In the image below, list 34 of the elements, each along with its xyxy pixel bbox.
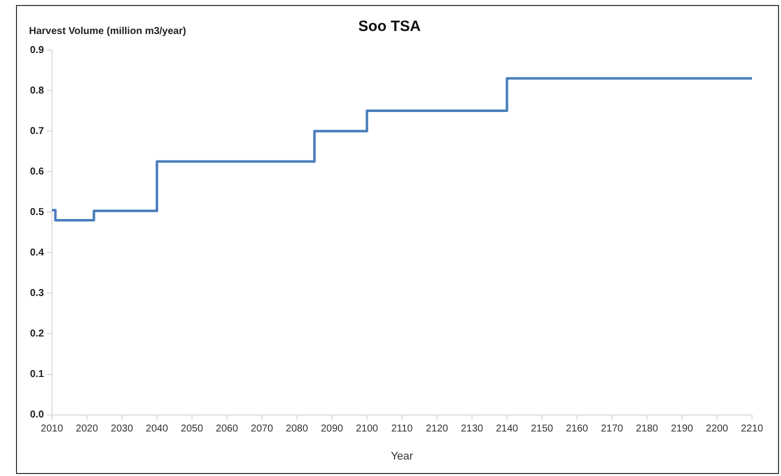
x-tick-label: 2180 <box>636 424 659 435</box>
x-tick-label: 2200 <box>706 424 729 435</box>
y-tick-label: 0.5 <box>30 206 44 218</box>
x-tick-label: 2110 <box>391 424 414 435</box>
x-tick-label: 2100 <box>356 424 379 435</box>
x-tick-label: 2140 <box>496 424 519 435</box>
x-tick-label: 2020 <box>76 424 98 435</box>
y-tick-label: 0.2 <box>30 328 44 340</box>
x-tick-label: 2010 <box>40 424 64 435</box>
x-tick-label: 2120 <box>426 424 449 435</box>
x-tick-label: 2030 <box>110 424 134 435</box>
x-tick-label: 2090 <box>320 424 344 435</box>
x-tick-label: 2150 <box>530 424 554 435</box>
x-tick-label: 2060 <box>216 424 238 435</box>
x-tick-label: 2190 <box>670 424 694 435</box>
y-tick-label: 0.7 <box>30 126 44 137</box>
y-tick-label: 0.4 <box>30 247 44 258</box>
y-tick-label: 0.1 <box>30 369 44 380</box>
x-tick-label: 2080 <box>286 424 308 435</box>
x-tick-label: 2070 <box>250 424 274 435</box>
y-axis-title: Harvest Volume (million m3/year) <box>29 26 186 37</box>
x-tick-label: 2050 <box>180 424 204 435</box>
x-tick-label: 2160 <box>566 424 589 435</box>
y-tick-label: 0.9 <box>30 44 44 56</box>
y-tick-label: 0.0 <box>30 410 44 421</box>
x-axis-title: Year <box>390 450 414 462</box>
y-tick-label: 0.6 <box>30 166 44 178</box>
x-tick-label: 2170 <box>600 424 624 435</box>
chart-title: Soo TSA <box>358 18 421 36</box>
x-tick-label: 2210 <box>740 424 764 435</box>
x-tick-label: 2040 <box>146 424 168 435</box>
y-tick-label: 0.3 <box>30 288 44 299</box>
y-tick-label: 0.8 <box>30 85 44 96</box>
x-tick-label: 2130 <box>460 424 484 435</box>
